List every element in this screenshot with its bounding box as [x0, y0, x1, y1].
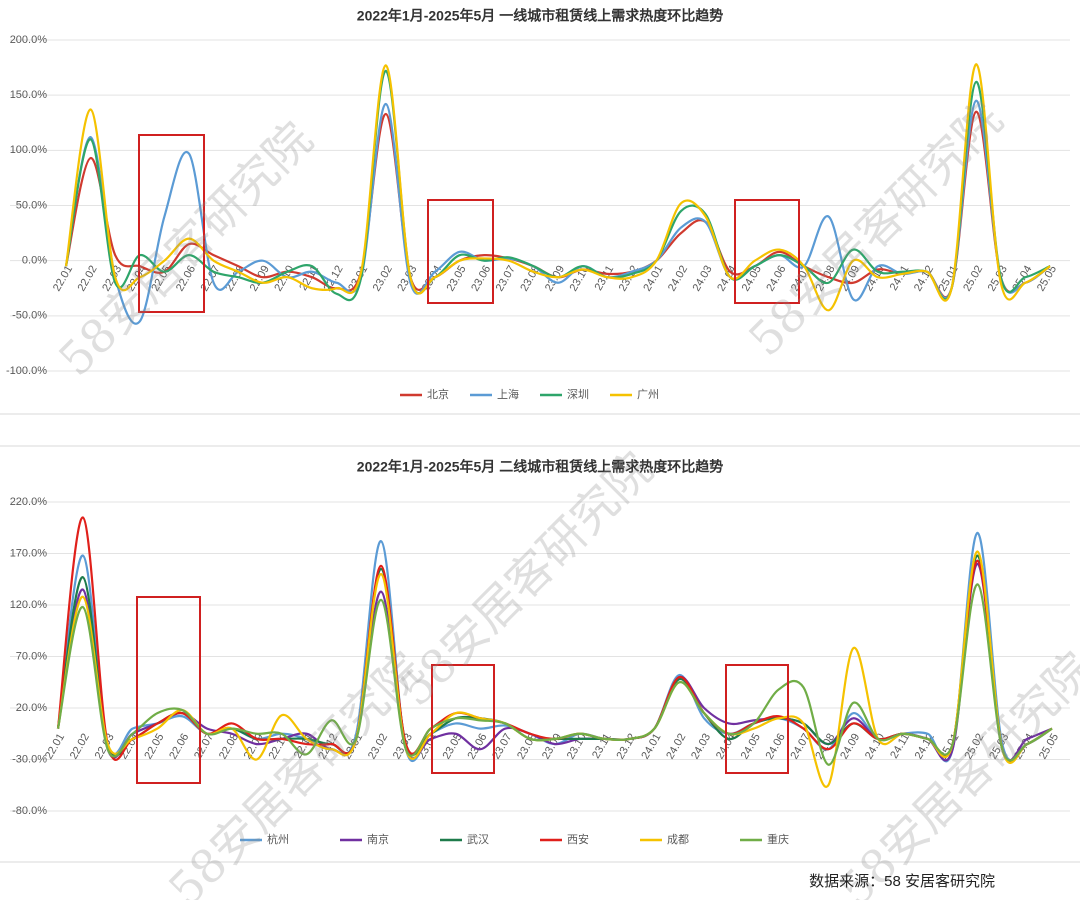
- legend-label: 上海: [497, 387, 519, 401]
- y-tick-label: -50.0%: [12, 310, 47, 322]
- legend-label: 杭州: [267, 832, 289, 846]
- highlight-box: [734, 199, 800, 304]
- series-line: [64, 63, 1051, 312]
- charts: 2022年1月-2025年5月 一线城市租赁线上需求热度环比趋势 -100.0% -…: [6, 8, 1070, 846]
- y-tick-label: 50.0%: [16, 199, 47, 211]
- y-tick-label: 20.0%: [16, 702, 47, 714]
- legend-label: 武汉: [467, 833, 489, 846]
- highlight-box: [427, 199, 494, 304]
- chart-title: 2022年1月-2025年5月 一线城市租赁线上需求热度环比趋势: [357, 8, 723, 24]
- y-tick-label: -100.0%: [6, 365, 47, 377]
- legend-label: 西安: [567, 832, 589, 846]
- y-tick-label: 70.0%: [16, 650, 47, 662]
- highlight-box: [431, 664, 495, 774]
- legend-label: 成都: [667, 833, 689, 846]
- y-tick-label: 150.0%: [10, 89, 48, 101]
- y-tick-label: -30.0%: [12, 753, 47, 765]
- source-note: 数据来源：58 安居客研究院: [809, 872, 995, 890]
- y-tick-label: 220.0%: [10, 496, 48, 508]
- legend-label: 广州: [637, 388, 659, 401]
- y-tick-label: 100.0%: [10, 144, 48, 156]
- legend-label: 南京: [367, 832, 389, 846]
- y-tick-label: 120.0%: [10, 599, 48, 611]
- highlight-box: [725, 664, 789, 774]
- y-tick-label: 170.0%: [10, 547, 48, 559]
- highlight-box: [138, 134, 205, 313]
- y-tick-label: 200.0%: [10, 34, 48, 46]
- series-line: [56, 583, 1053, 766]
- legend-label: 北京: [427, 387, 449, 401]
- y-tick-label: 0.0%: [22, 255, 47, 267]
- chart-title: 2022年1月-2025年5月 二线城市租赁线上需求热度环比趋势: [357, 459, 723, 475]
- legend-label: 重庆: [767, 832, 789, 846]
- highlight-boxes: [136, 134, 800, 784]
- highlight-box: [136, 596, 201, 784]
- line-chart: 2022年1月-2025年5月 一线城市租赁线上需求热度环比趋势 -100.0% -…: [6, 8, 1070, 401]
- y-tick-label: -80.0%: [12, 805, 47, 817]
- series-line: [64, 69, 1051, 302]
- legend-label: 深圳: [567, 388, 589, 401]
